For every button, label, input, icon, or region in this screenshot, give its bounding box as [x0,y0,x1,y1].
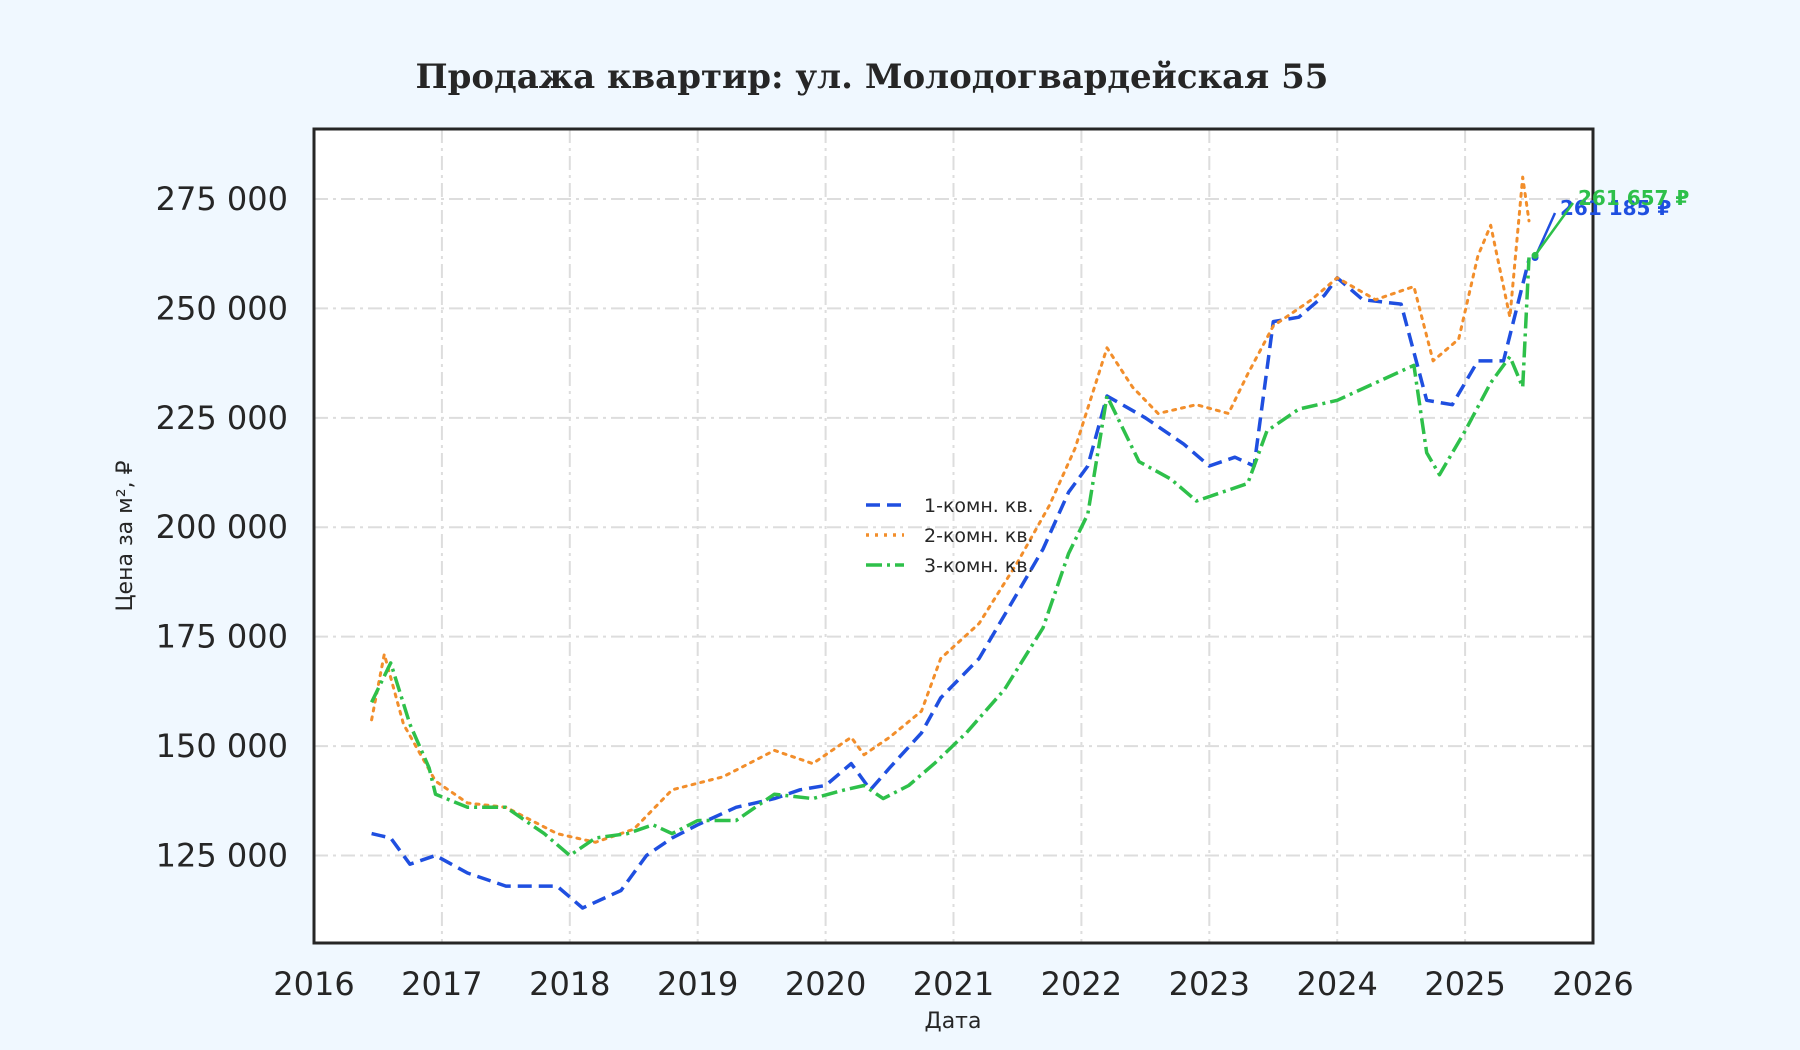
y-tick-label: 200 000 [156,508,288,546]
annotation-label: 261 185 ₽ [1560,196,1671,220]
chart-title: Продажа квартир: ул. Молодогвардейская 5… [416,57,1329,97]
x-tick-label: 2021 [913,965,994,1003]
x-tick-label: 2018 [529,965,610,1003]
y-axis-label: Цена за м², ₽ [113,460,138,611]
annotation-label: 261 657 ₽ [1578,186,1689,210]
tick-labels: 2016 2017 2018 2019 2020 2021 2022 2023 2024 2025… [156,180,1634,1003]
legend: 1-комн. кв. 2-комн. кв. 3-комн. кв. [866,495,1034,577]
x-tick-label: 2019 [657,965,738,1003]
y-tick-label: 150 000 [156,727,288,765]
legend-entry: 1-комн. кв. [924,495,1034,517]
annotation-arrow [1534,202,1575,257]
y-tick-label: 225 000 [156,399,288,437]
annotation-point [1531,251,1539,259]
end-annotations: 261 185 ₽261 657 ₽ [1531,186,1689,261]
series-layer [370,175,1531,910]
y-tick-label: 175 000 [156,618,288,656]
x-tick-label: 2020 [785,965,866,1003]
legend-entry: 2-комн. кв. [924,525,1034,547]
x-tick-label: 2016 [273,965,354,1003]
x-tick-label: 2025 [1424,965,1505,1003]
y-tick-label: 250 000 [156,289,288,327]
x-tick-label: 2026 [1552,965,1633,1003]
x-tick-label: 2022 [1041,965,1122,1003]
x-tick-label: 2024 [1296,965,1377,1003]
x-tick-label: 2023 [1169,965,1250,1003]
plot-frame [312,127,1595,945]
legend-entry: 3-комн. кв. [924,555,1034,577]
y-tick-label: 125 000 [156,836,288,874]
series-line-3 [370,257,1531,858]
y-tick-label: 275 000 [156,180,288,218]
x-axis-label: Дата [925,1009,982,1034]
x-tick-label: 2017 [401,965,482,1003]
series-line-2 [370,175,1531,844]
